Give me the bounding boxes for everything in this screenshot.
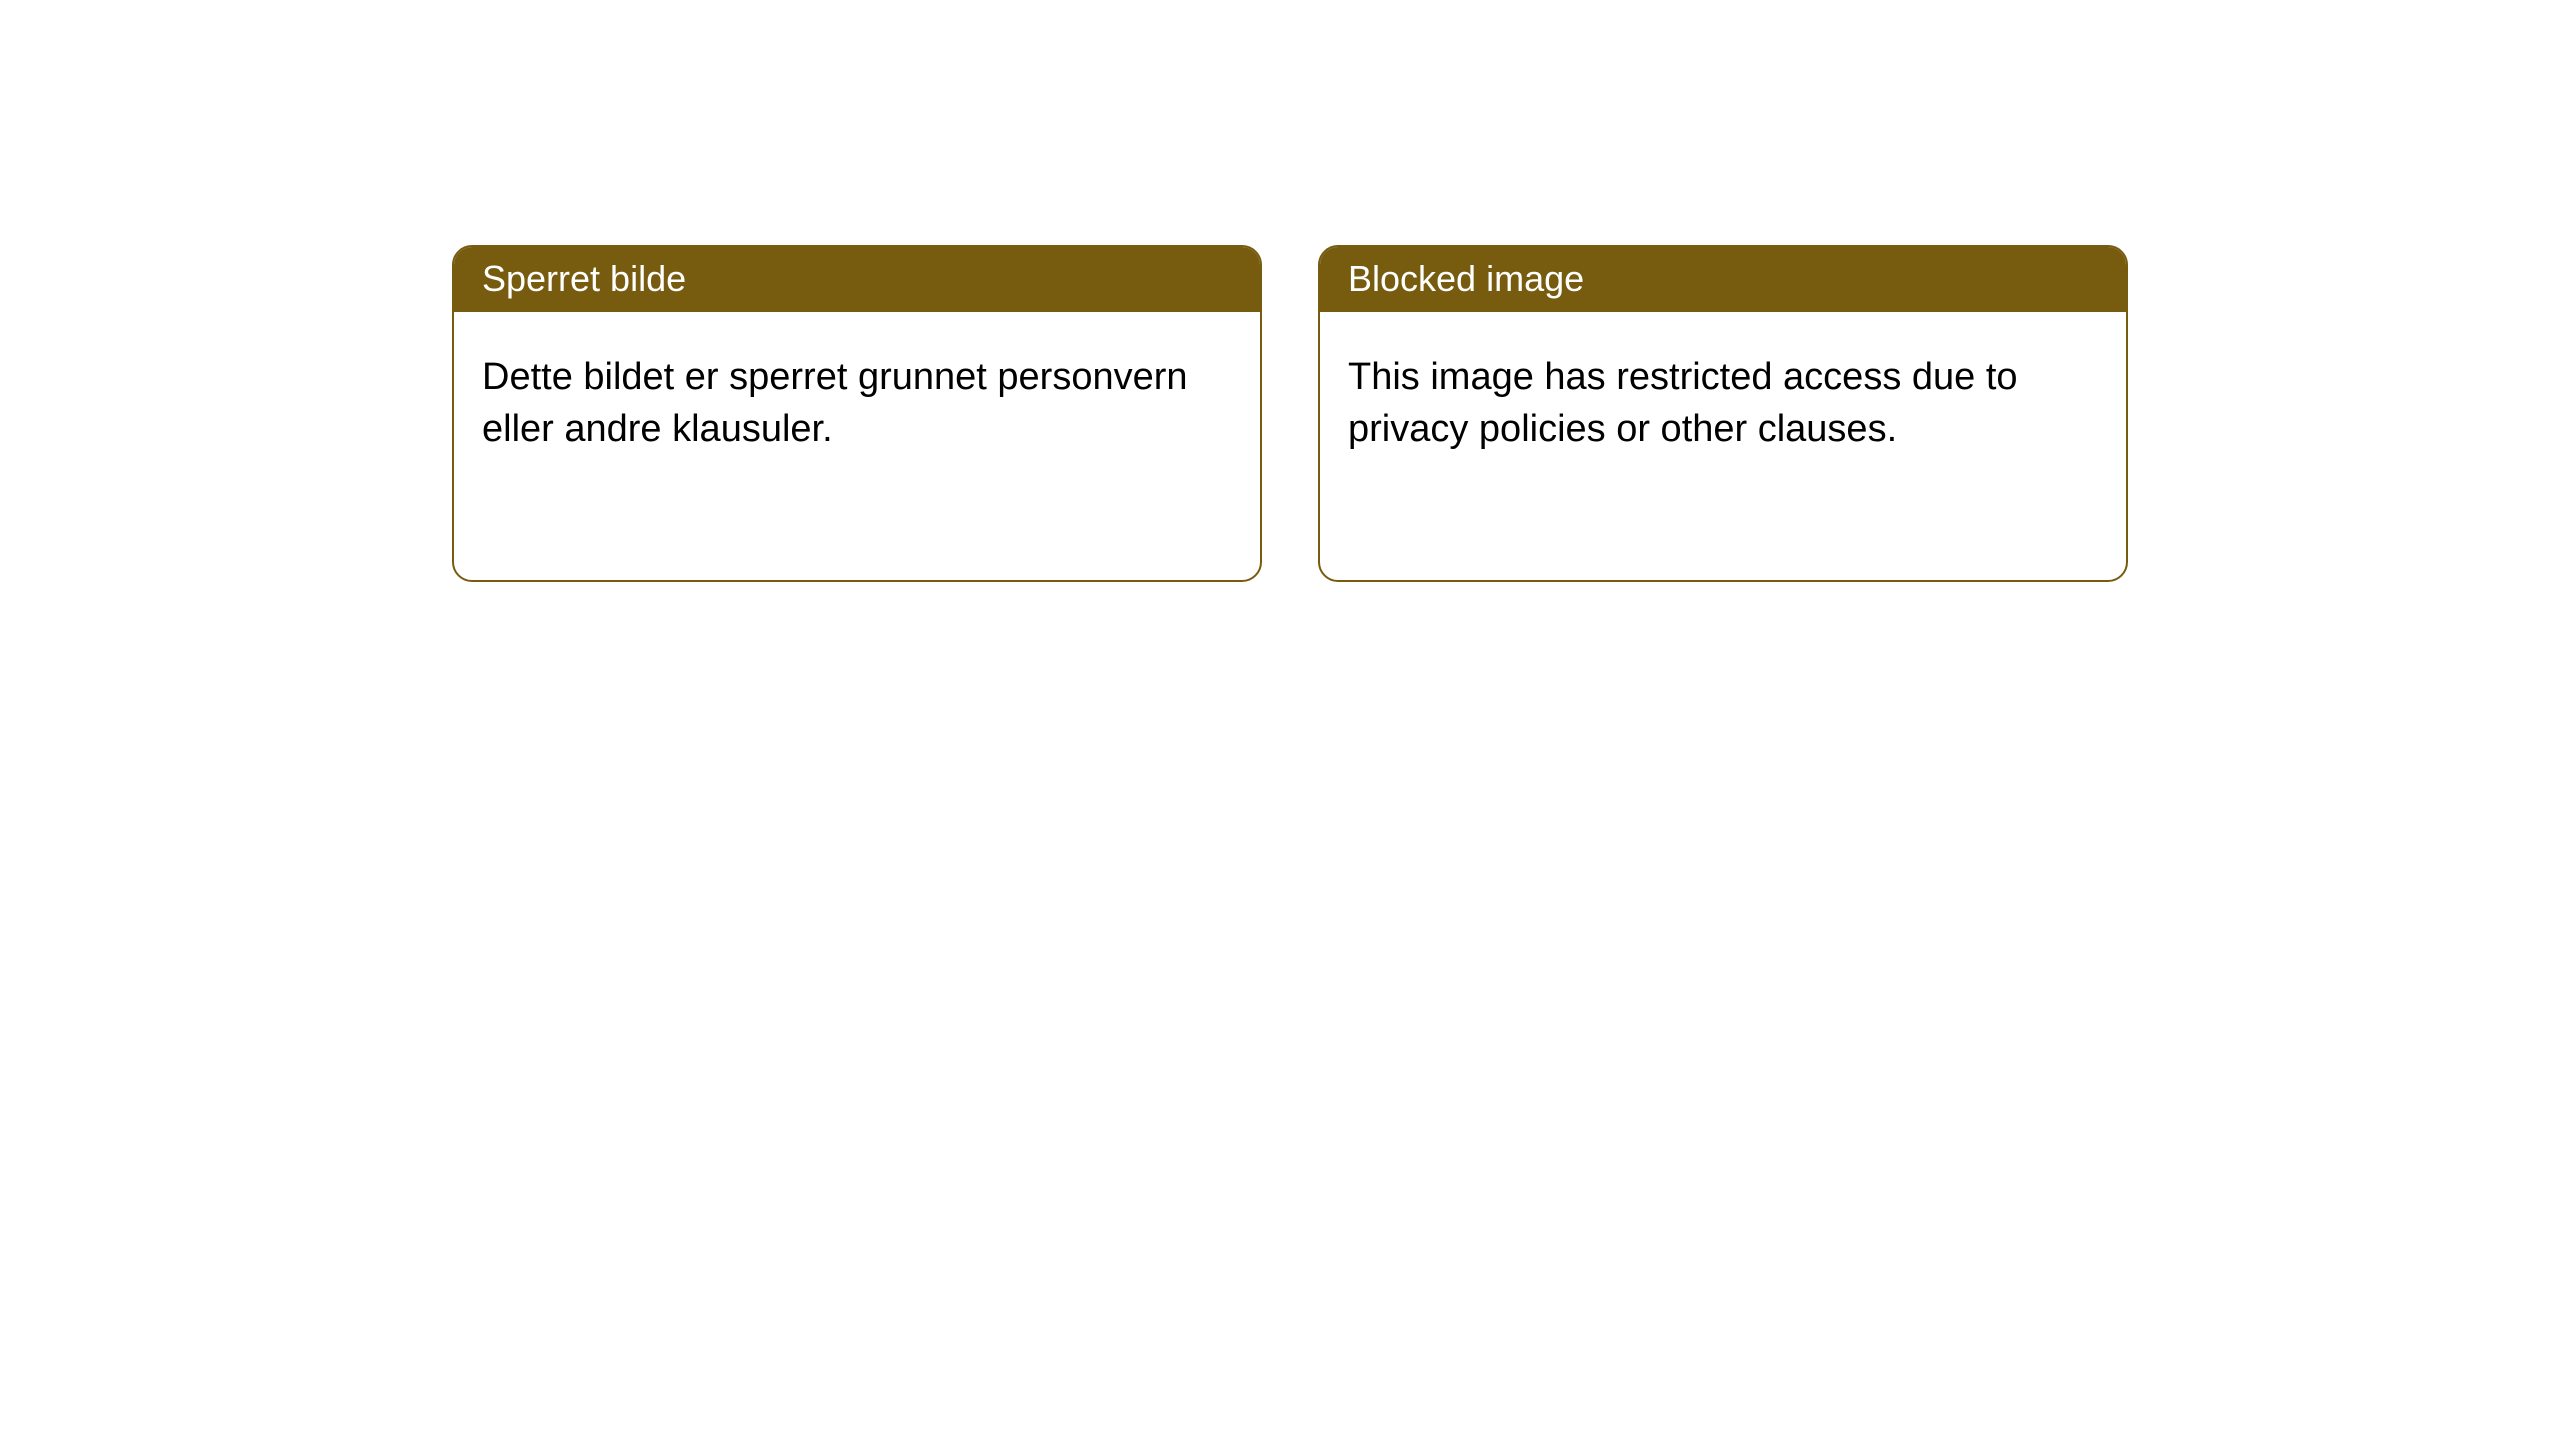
card-body: Dette bildet er sperret grunnet personve… [454, 312, 1260, 483]
card-row: Sperret bilde Dette bildet er sperret gr… [0, 0, 2560, 582]
card-header: Sperret bilde [454, 247, 1260, 312]
blocked-image-card-no: Sperret bilde Dette bildet er sperret gr… [452, 245, 1262, 582]
card-body: This image has restricted access due to … [1320, 312, 2126, 483]
blocked-image-card-en: Blocked image This image has restricted … [1318, 245, 2128, 582]
card-header: Blocked image [1320, 247, 2126, 312]
